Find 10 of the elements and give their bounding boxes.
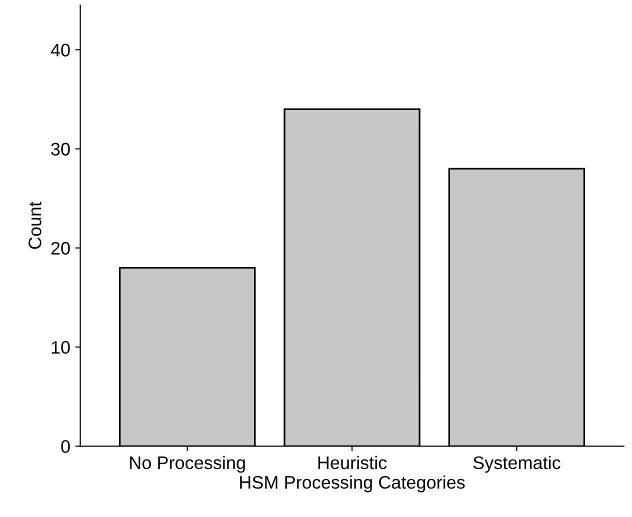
- x-tick-label: Systematic: [473, 456, 560, 473]
- x-axis-title: HSM Processing Categories: [240, 476, 465, 492]
- y-tick-label: 0: [61, 440, 70, 453]
- y-tick-label: 30: [51, 142, 70, 156]
- y-axis-title: Count: [28, 202, 42, 249]
- x-tick-label: No Processing: [130, 456, 245, 473]
- y-tick-label: 10: [52, 341, 70, 354]
- y-tick-label: 20: [51, 242, 70, 255]
- x-tick-label: Heuristic: [318, 456, 387, 470]
- y-tick-label: 40: [50, 44, 70, 56]
